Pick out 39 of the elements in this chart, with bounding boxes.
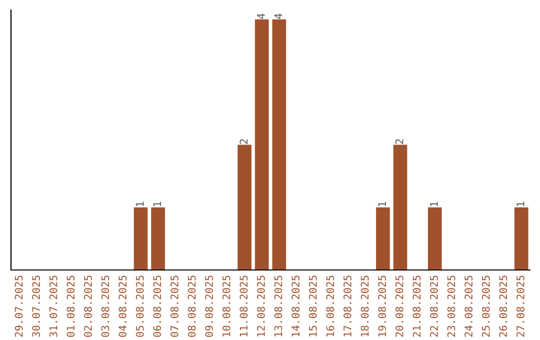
x-tick-label: 05.08.2025 <box>136 276 144 337</box>
x-tick-label: 31.07.2025 <box>49 276 58 337</box>
x-tick-label: 29.07.2025 <box>14 276 23 337</box>
data-label: 1 <box>153 202 161 206</box>
x-tick-label: 12.08.2025 <box>257 276 265 336</box>
x-tick-label: 01.08.2025 <box>66 276 75 337</box>
x-tick-label: 24.08.2025 <box>464 276 472 337</box>
x-tick-label: 06.08.2025 <box>153 276 162 337</box>
x-tick-label: 18.08.2025 <box>360 276 369 336</box>
x-tick-label: 22.08.2025 <box>430 276 438 337</box>
x-tick-label: 27.08.2025 <box>516 276 524 337</box>
x-tick-label: 25.08.2025 <box>482 276 490 337</box>
data-label: 1 <box>378 202 386 206</box>
x-tick-label: 03.08.2025 <box>101 276 110 337</box>
x-tick-label: 14.08.2025 <box>292 276 300 336</box>
x-tick-label: 02.08.2025 <box>84 276 92 337</box>
data-label: 2 <box>395 139 404 144</box>
x-tick-label: 09.08.2025 <box>205 276 213 337</box>
x-tick-label: 15.08.2025 <box>308 276 317 336</box>
x-tick-label: 23.08.2025 <box>447 276 456 337</box>
data-label: 1 <box>136 202 144 206</box>
x-tick-label: 13.08.2025 <box>274 276 282 336</box>
x-tick-label: 17.08.2025 <box>344 276 352 336</box>
x-tick-label: 07.08.2025 <box>170 276 178 337</box>
x-tick-label: 26.08.2025 <box>499 276 508 337</box>
data-label: 4 <box>257 14 265 19</box>
x-tick-label: 16.08.2025 <box>326 276 334 336</box>
x-tick-label: 10.08.2025 <box>222 276 230 336</box>
x-tick-label: 04.08.2025 <box>118 276 126 337</box>
data-label: 1 <box>516 202 524 206</box>
x-tick-label: 30.07.2025 <box>32 276 40 337</box>
x-tick-label: 21.08.2025 <box>412 276 421 337</box>
x-tick-label: 08.08.2025 <box>188 276 196 337</box>
x-tick-label: 19.08.2025 <box>378 276 386 336</box>
x-tick-label: 11.08.2025 <box>240 276 248 336</box>
data-label: 4 <box>274 14 282 19</box>
data-label: 1 <box>430 202 438 206</box>
data-label: 2 <box>240 139 248 144</box>
x-tick-label: 20.08.2025 <box>395 276 404 337</box>
